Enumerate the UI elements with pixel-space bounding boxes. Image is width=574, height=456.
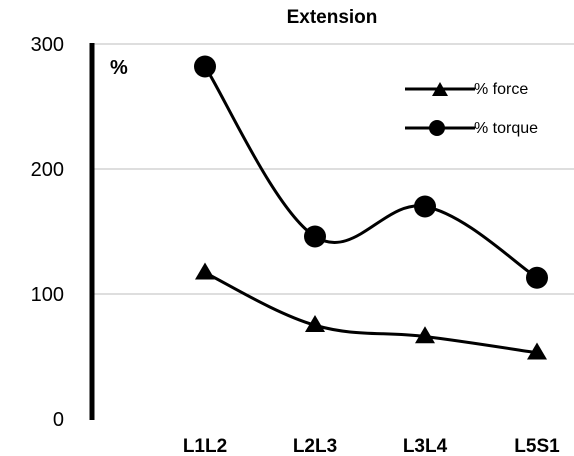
legend-item-force: % force [405, 81, 528, 98]
gridlines [92, 43, 574, 295]
data-point-force [415, 326, 435, 344]
chart-title: Extension [287, 7, 378, 28]
legend: % force % torque [405, 81, 538, 137]
series-line-torque [203, 65, 538, 280]
data-point-torque [526, 266, 548, 289]
legend-label-force: % force [474, 81, 528, 98]
data-point-force [305, 315, 325, 333]
y-tick-label: 200 [31, 159, 64, 181]
y-tick-label: 300 [31, 34, 64, 56]
data-point-torque [414, 195, 436, 218]
x-axis-ticks: L1L2 L2L3 L3L4 L5S1 [183, 436, 560, 456]
series-line-force [204, 271, 538, 355]
y-tick-label: 100 [31, 284, 64, 306]
x-tick-label: L5S1 [514, 436, 560, 456]
x-tick-label: L3L4 [403, 436, 448, 456]
data-point-torque [304, 225, 326, 248]
y-axis-ticks: 0 100 200 300 [31, 34, 64, 431]
legend-circle-marker [429, 120, 445, 136]
legend-item-torque: % torque [405, 120, 538, 137]
data-point-force [195, 262, 215, 280]
legend-label-torque: % torque [474, 120, 538, 137]
x-tick-label: L2L3 [293, 436, 337, 456]
x-tick-label: L1L2 [183, 436, 227, 456]
data-point-force [527, 342, 547, 360]
y-axis-label: % [110, 57, 128, 79]
data-point-torque [194, 55, 216, 78]
y-tick-label: 0 [53, 409, 64, 431]
series-group [194, 55, 548, 360]
legend-triangle-marker [432, 82, 448, 96]
